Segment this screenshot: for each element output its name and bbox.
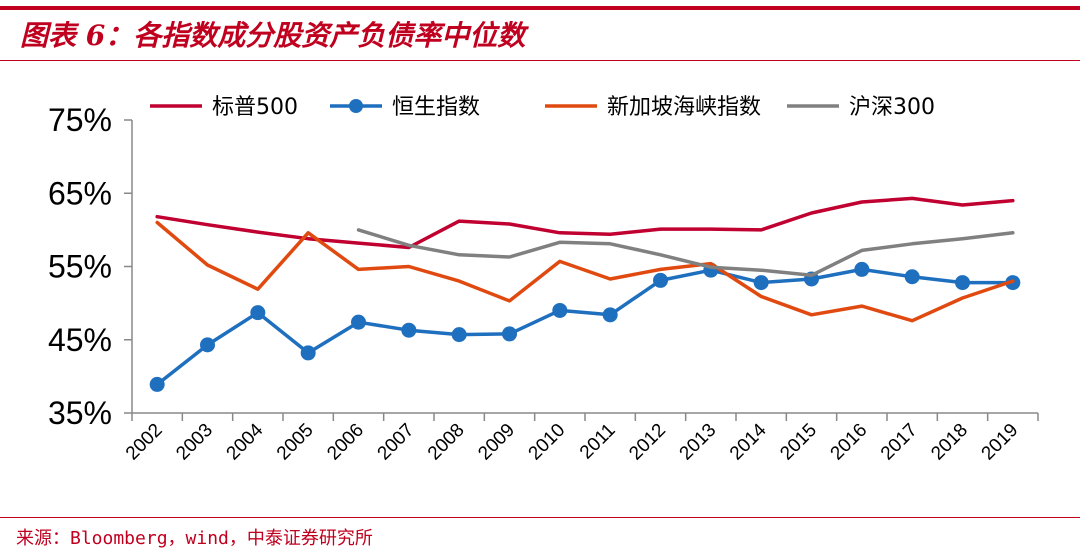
x-tick-label: 2011: [576, 420, 620, 464]
figure-title: 图表 6：各指数成分股资产负债率中位数: [20, 19, 526, 52]
y-tick-label: 35%: [48, 395, 112, 431]
data-point: [250, 305, 266, 321]
legend-item: 沪深300: [787, 95, 935, 120]
x-tick-label: 2012: [625, 420, 670, 465]
data-point: [351, 314, 366, 330]
data-point: [149, 376, 165, 392]
legend-label: 恒生指数: [392, 95, 480, 120]
series-2: [155, 220, 1015, 323]
legend-marker: [349, 99, 363, 113]
series-line: [155, 196, 1015, 250]
series-3: [356, 228, 1015, 278]
series-line: [356, 228, 1015, 278]
source-note: 来源：Bloomberg，wind，中泰证券研究所: [16, 528, 373, 549]
data-point: [200, 337, 215, 353]
x-tick-label: 2010: [525, 420, 570, 465]
y-tick-label: 55%: [48, 249, 112, 285]
x-tick-label: 2013: [676, 420, 721, 465]
line-chart: 标普500 恒生指数 新加坡海峡指数 沪深300 35% 45% 55% 65% 75% 200…: [48, 95, 1039, 465]
series-line: [155, 267, 1015, 387]
series-0: [155, 196, 1015, 250]
x-tick-label: 2009: [474, 420, 519, 465]
title-divider: [0, 60, 1080, 61]
x-tick-label: 2002: [122, 420, 167, 465]
legend-label: 沪深300: [849, 95, 935, 120]
y-tick-label: 45%: [48, 322, 112, 358]
data-point: [401, 322, 417, 338]
legend: 标普500 恒生指数 新加坡海峡指数 沪深300: [150, 95, 935, 120]
x-tick-label: 2005: [273, 420, 318, 465]
data-point: [451, 327, 467, 343]
legend-label: 标普500: [212, 95, 298, 120]
axes: 35%45%55%65%75%2002 2003 2004 2005 2006 2007 2…: [48, 102, 1039, 465]
x-tick-label: 2006: [323, 420, 368, 465]
data-point: [502, 326, 517, 342]
footer-divider: [0, 517, 1080, 518]
legend-item: 标普500: [150, 95, 298, 120]
x-tick-label: 2019: [978, 420, 1023, 465]
x-tick-label: 2014: [726, 419, 771, 464]
x-tick-label: 2017: [877, 420, 922, 465]
top-accent-rule: [0, 6, 1080, 10]
data-point: [955, 275, 970, 291]
data-point: [904, 269, 920, 285]
x-tick-label: 2007: [374, 420, 419, 465]
data-point: [552, 302, 568, 318]
series-line: [155, 220, 1015, 323]
y-tick-label: 75%: [48, 102, 112, 138]
data-point: [854, 261, 870, 277]
legend-item: 新加坡海峡指数: [545, 95, 761, 120]
legend-label: 新加坡海峡指数: [607, 95, 761, 120]
x-tick-label: 2003: [172, 420, 217, 465]
x-tick-label: 2008: [424, 420, 469, 465]
x-tick-label: 2004: [223, 419, 268, 464]
x-tick-label: 2018: [927, 420, 972, 465]
series-1: [149, 261, 1021, 392]
data-point: [753, 275, 769, 291]
data-point: [300, 345, 316, 361]
series-layer: [149, 196, 1021, 392]
x-tick-label: 2015: [776, 420, 821, 465]
x-tick-label: 2016: [827, 420, 872, 465]
data-point: [653, 272, 668, 288]
data-point: [602, 307, 618, 323]
y-tick-label: 65%: [48, 175, 112, 211]
legend-item: 恒生指数: [330, 95, 480, 120]
